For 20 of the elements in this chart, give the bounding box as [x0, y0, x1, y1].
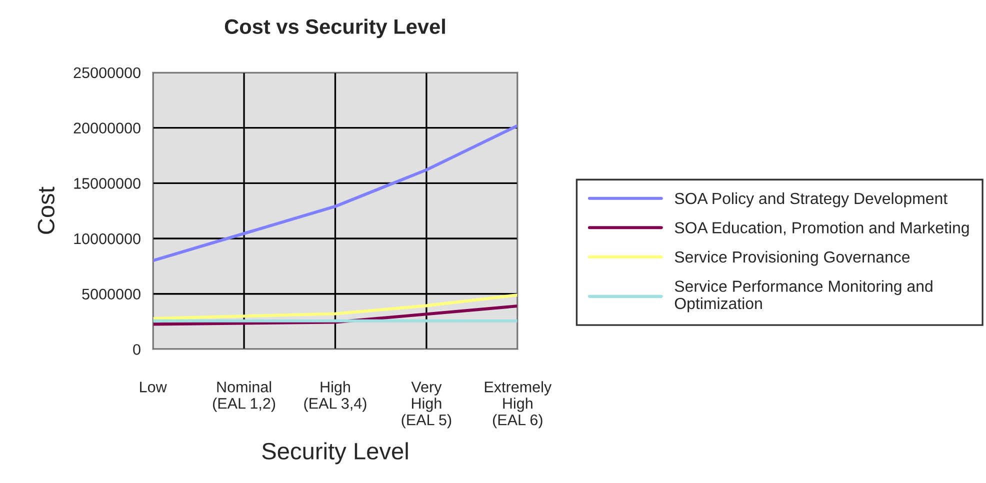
- y-tick-label: 20000000: [74, 122, 140, 134]
- x-axis-title: Security Level: [262, 442, 408, 464]
- x-tick-label: Low: [140, 382, 167, 392]
- y-axis-title: Cost: [38, 186, 54, 234]
- x-tick-label: Very High (EAL 5): [402, 382, 452, 428]
- line-series: [152, 293, 518, 320]
- x-tick-label: Extremely High (EAL 6): [484, 381, 552, 428]
- x-tick-label: High (EAL 3,4): [304, 381, 366, 412]
- y-tick-label: 10000000: [74, 233, 140, 244]
- y-tick-label: 25000000: [74, 67, 140, 78]
- y-tick-label: 0: [133, 344, 140, 355]
- x-tick-label: Nominal (EAL 1,2): [213, 381, 276, 412]
- legend-label: Service Provisioning Governance: [674, 250, 910, 266]
- legend-label: SOA Education, Promotion and Marketing: [674, 222, 969, 237]
- legend-label: Service Performance Monitoring and Optimization: [674, 280, 932, 312]
- chart-title: Cost vs Security Level: [224, 18, 445, 38]
- line-series: [152, 124, 518, 262]
- y-tick-label: 15000000: [74, 178, 140, 189]
- legend-label: SOA Policy and Strategy Development: [674, 192, 948, 208]
- y-tick-label: 5000000: [82, 288, 140, 300]
